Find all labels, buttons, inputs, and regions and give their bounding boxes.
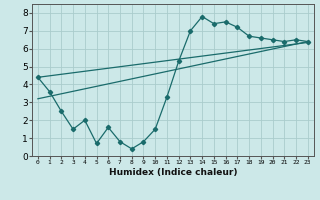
X-axis label: Humidex (Indice chaleur): Humidex (Indice chaleur) (108, 168, 237, 177)
